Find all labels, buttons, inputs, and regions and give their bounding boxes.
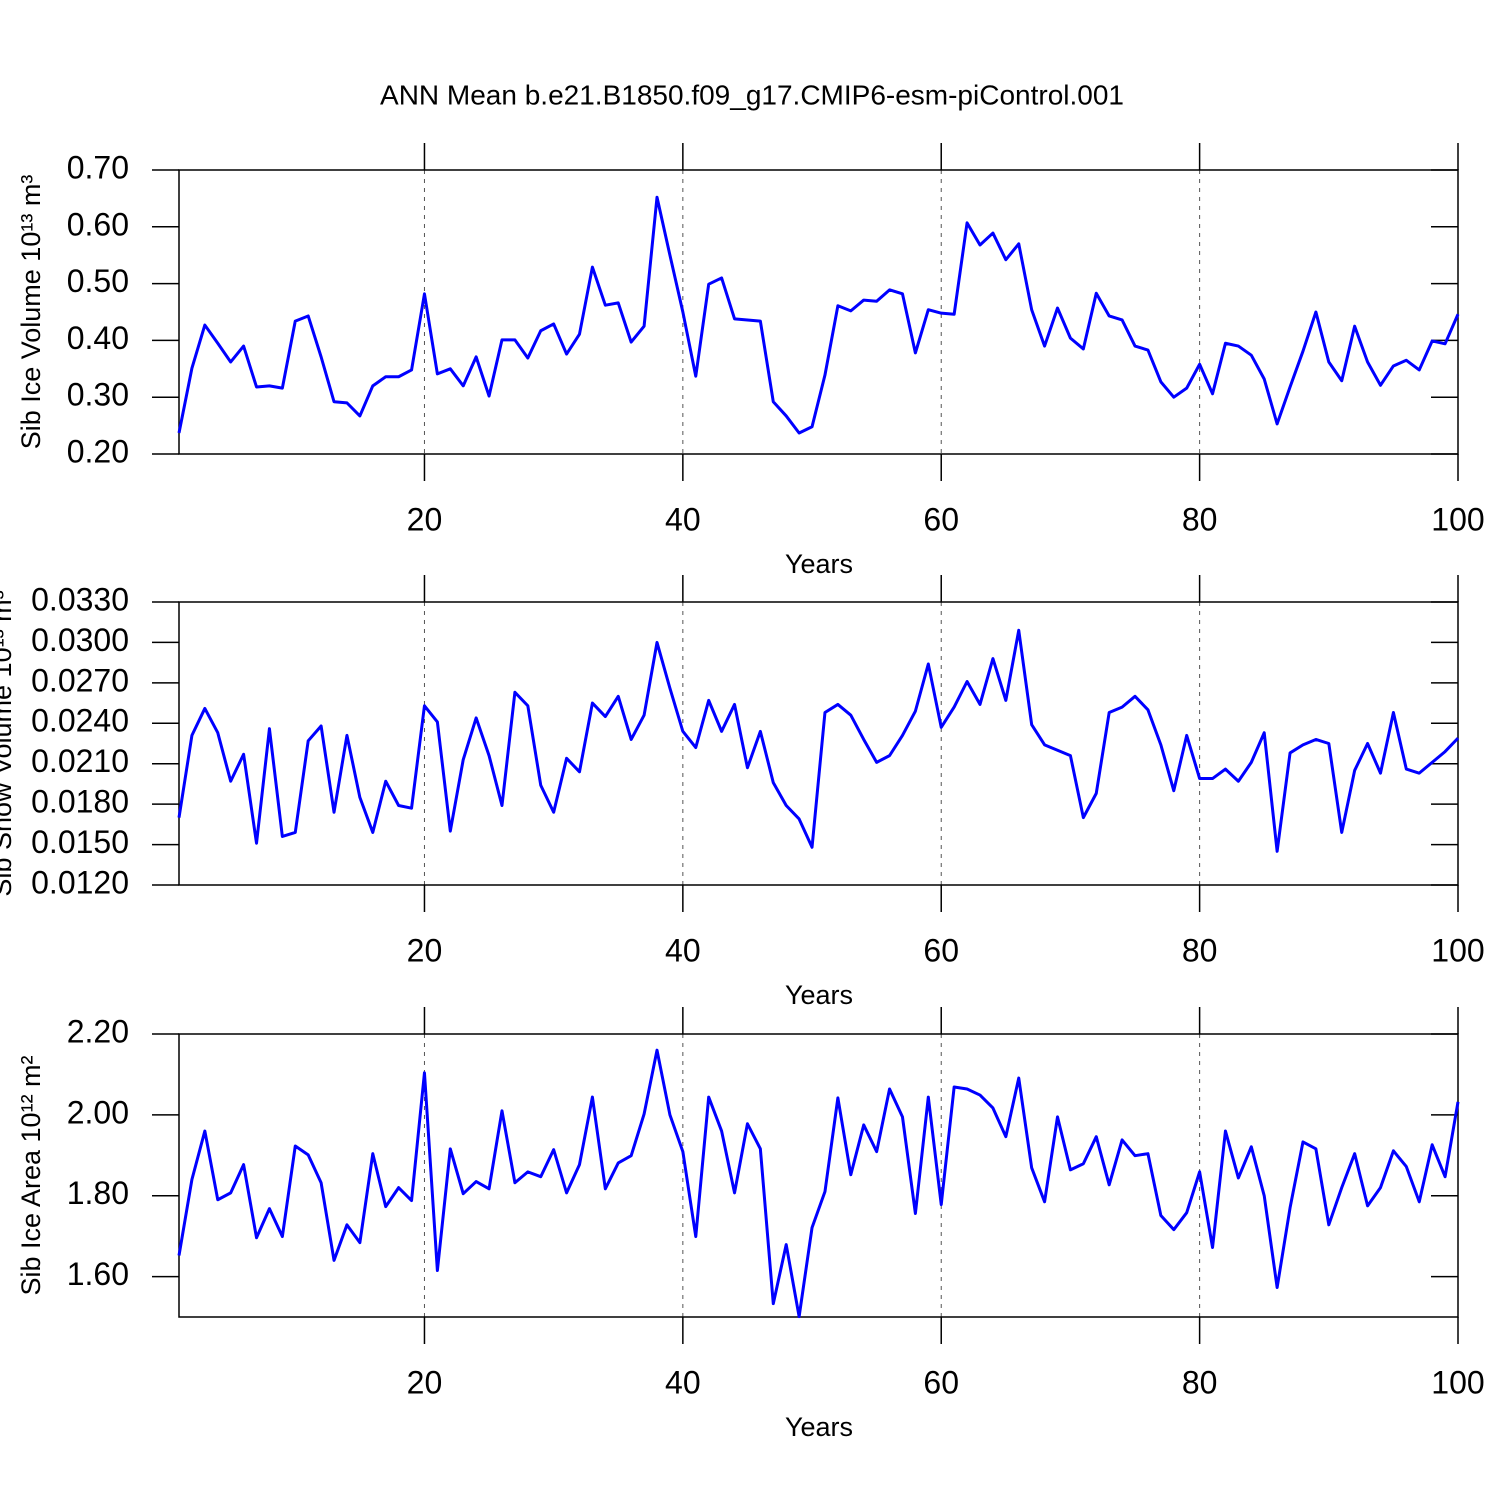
y-axis-label: Sib Ice Volume 10¹³ m³ <box>16 175 46 450</box>
x-tick-label: 100 <box>1431 1364 1484 1400</box>
plot-frame <box>178 601 1459 886</box>
chart-title: ANN Mean b.e21.B1850.f09_g17.CMIP6-esm-p… <box>380 79 1124 110</box>
x-tick-label: 100 <box>1431 932 1484 968</box>
x-tick-label: 60 <box>923 501 959 537</box>
x-axis-label: Years <box>785 549 853 579</box>
y-tick-label: 1.60 <box>67 1256 129 1292</box>
x-axis-label: Years <box>785 1412 853 1442</box>
y-tick-label: 0.30 <box>67 377 129 413</box>
y-tick-label: 0.0180 <box>31 784 129 820</box>
y-tick-label: 2.20 <box>67 1013 129 1049</box>
x-tick-label: 40 <box>665 932 701 968</box>
x-tick-label: 100 <box>1431 501 1484 537</box>
y-tick-label: 1.80 <box>67 1175 129 1211</box>
y-tick-label: 0.0330 <box>31 581 129 617</box>
x-axis-label: Years <box>785 980 853 1010</box>
y-tick-label: 0.0150 <box>31 824 129 860</box>
y-tick-label: 0.20 <box>67 433 129 469</box>
x-tick-label: 20 <box>407 932 443 968</box>
y-tick-label: 0.40 <box>67 320 129 356</box>
y-axis-label: Sib Snow Volume 10¹³ m³ <box>0 590 17 896</box>
x-tick-label: 80 <box>1182 932 1218 968</box>
x-tick-label: 60 <box>923 932 959 968</box>
y-tick-label: 0.0210 <box>31 743 129 779</box>
y-tick-label: 0.0270 <box>31 662 129 698</box>
y-tick-label: 0.70 <box>67 149 129 185</box>
y-tick-label: 0.0120 <box>31 864 129 900</box>
y-tick-label: 0.0300 <box>31 622 129 658</box>
x-tick-label: 80 <box>1182 501 1218 537</box>
data-line <box>177 628 1460 853</box>
y-tick-label: 2.00 <box>67 1094 129 1130</box>
x-tick-label: 20 <box>407 1364 443 1400</box>
y-axis-label: Sib Ice Area 10¹² m² <box>16 1055 46 1295</box>
y-tick-label: 0.0240 <box>31 703 129 739</box>
x-tick-label: 60 <box>923 1364 959 1400</box>
x-tick-label: 80 <box>1182 1364 1218 1400</box>
x-tick-label: 40 <box>665 501 701 537</box>
data-line <box>177 1048 1460 1319</box>
plot-frame <box>178 169 1459 455</box>
x-tick-label: 40 <box>665 1364 701 1400</box>
y-tick-label: 0.60 <box>67 206 129 242</box>
x-tick-label: 20 <box>407 501 443 537</box>
y-tick-label: 0.50 <box>67 263 129 299</box>
plot-frame <box>178 1033 1459 1318</box>
data-line <box>177 195 1460 435</box>
